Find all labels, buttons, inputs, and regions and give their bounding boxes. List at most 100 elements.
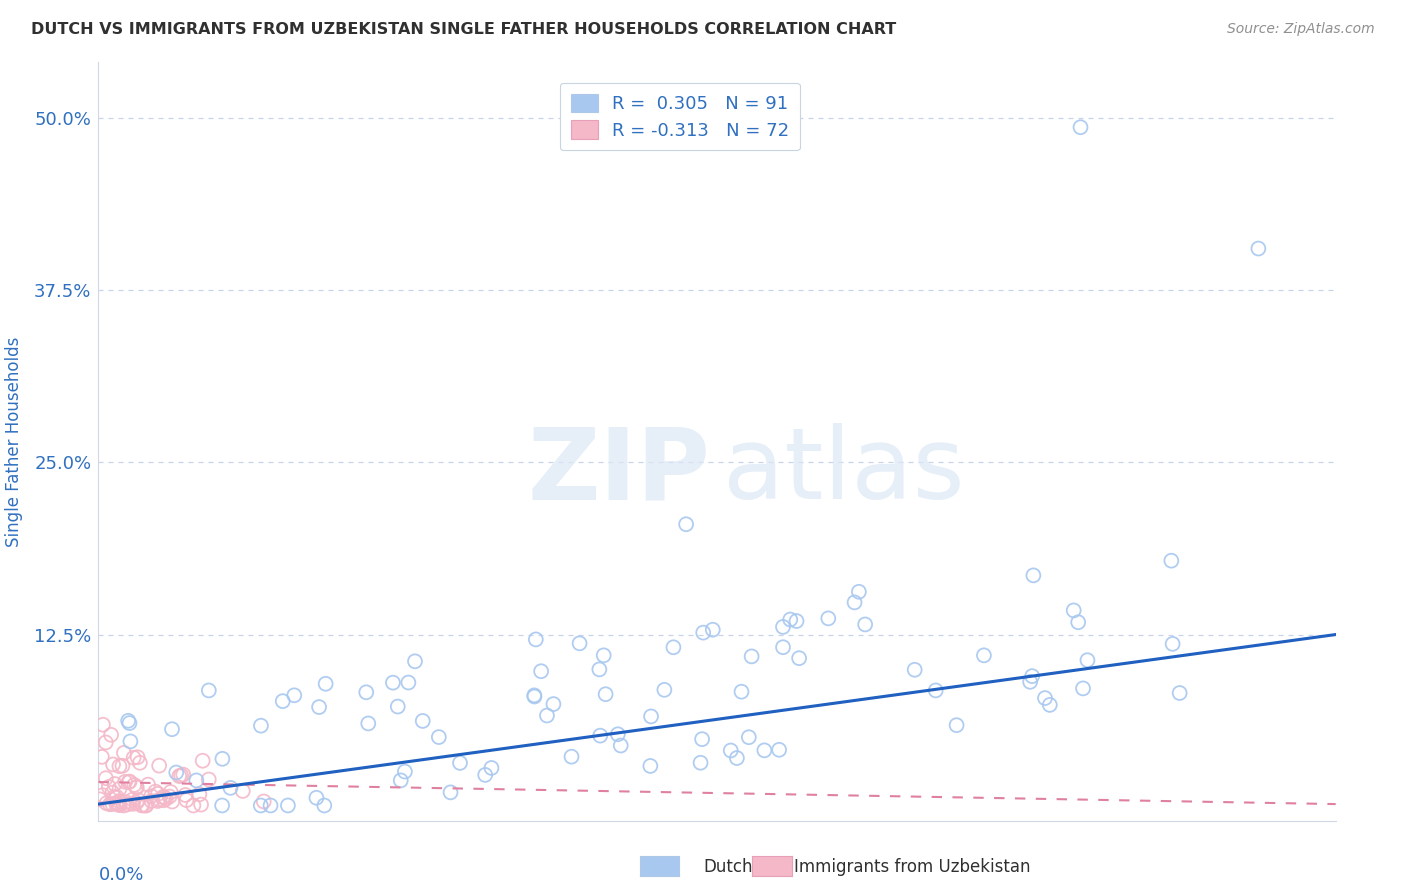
Point [568, 636, 591, 650]
Point [439, 785, 461, 799]
Point [191, 754, 214, 768]
Point [94, 771, 117, 785]
Point [104, 777, 127, 791]
Point [844, 595, 866, 609]
Point [474, 768, 496, 782]
Point [536, 708, 558, 723]
Point [1039, 698, 1062, 712]
Point [640, 759, 662, 773]
Point [145, 784, 167, 798]
Point [640, 709, 662, 723]
Point [94, 735, 117, 749]
Point [190, 797, 212, 812]
Point [1160, 554, 1182, 568]
Point [122, 797, 145, 811]
Point [114, 774, 136, 789]
Point [606, 727, 628, 741]
Point [107, 797, 129, 811]
Point [183, 798, 205, 813]
Point [219, 780, 242, 795]
Point [259, 798, 281, 813]
Point [738, 730, 761, 744]
Point [689, 756, 711, 770]
Point [159, 789, 181, 804]
Point [117, 714, 139, 728]
Point [250, 719, 273, 733]
Point [162, 795, 184, 809]
Point [754, 743, 776, 757]
Point [973, 648, 995, 663]
Point [1076, 653, 1098, 667]
Point [91, 717, 114, 731]
Point [610, 739, 633, 753]
Point [381, 675, 404, 690]
Point [108, 781, 131, 796]
Point [107, 797, 129, 811]
Point [155, 792, 177, 806]
Point [167, 769, 190, 783]
Point [136, 778, 159, 792]
Point [128, 756, 150, 770]
Point [165, 765, 187, 780]
Point [772, 640, 794, 655]
Point [101, 786, 124, 800]
Point [146, 787, 169, 801]
Point [153, 790, 176, 805]
Point [174, 788, 197, 802]
Point [125, 780, 148, 794]
Point [127, 793, 149, 807]
Point [141, 794, 163, 808]
Point [114, 795, 136, 809]
Point [354, 685, 377, 699]
Point [848, 584, 870, 599]
Point [589, 729, 612, 743]
Point [125, 796, 148, 810]
Point [146, 794, 169, 808]
Point [100, 728, 122, 742]
Point [412, 714, 434, 728]
Point [89, 792, 111, 806]
Text: ZIP: ZIP [529, 424, 711, 520]
Point [404, 654, 426, 668]
Point [112, 746, 135, 760]
Point [1022, 568, 1045, 582]
Point [127, 750, 149, 764]
Point [108, 794, 131, 808]
Point [662, 640, 685, 655]
Point [108, 798, 131, 813]
Text: DUTCH VS IMMIGRANTS FROM UZBEKISTAN SINGLE FATHER HOUSEHOLDS CORRELATION CHART: DUTCH VS IMMIGRANTS FROM UZBEKISTAN SING… [31, 22, 896, 37]
Point [427, 730, 450, 744]
Point [108, 759, 131, 773]
Point [524, 632, 547, 647]
Point [112, 798, 135, 813]
Point [90, 749, 112, 764]
Point [152, 789, 174, 804]
Point [211, 798, 233, 813]
Point [1069, 120, 1091, 135]
Point [160, 722, 183, 736]
Point [853, 617, 876, 632]
Point [690, 732, 713, 747]
Point [817, 611, 839, 625]
Point [1168, 686, 1191, 700]
Point [389, 773, 412, 788]
Point [186, 773, 208, 788]
Point [232, 784, 254, 798]
Point [249, 798, 271, 813]
Text: atlas: atlas [723, 424, 965, 520]
Point [1247, 242, 1270, 256]
Point [172, 767, 194, 781]
Point [308, 700, 330, 714]
Point [741, 649, 763, 664]
Point [253, 795, 276, 809]
Point [768, 743, 790, 757]
Point [131, 798, 153, 813]
Point [314, 798, 336, 813]
Point [103, 790, 125, 805]
Point [104, 797, 127, 811]
Point [925, 683, 948, 698]
Point [725, 751, 748, 765]
Point [277, 798, 299, 813]
Point [772, 620, 794, 634]
Point [787, 651, 810, 665]
